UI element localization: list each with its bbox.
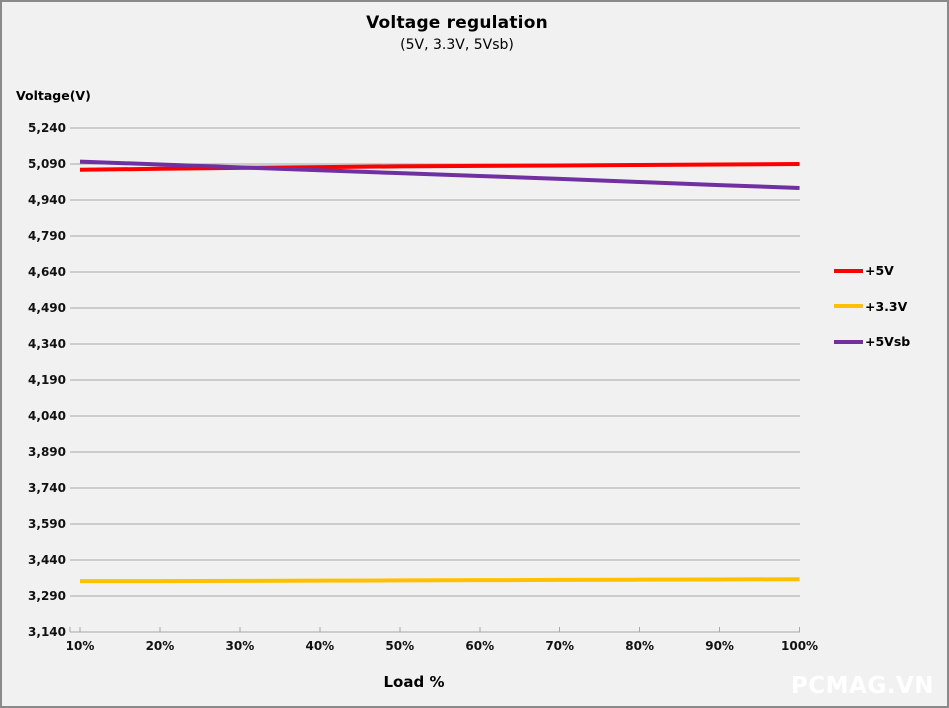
legend-label: +3.3V [865, 298, 908, 314]
x-axis-tick-label: 80% [625, 639, 654, 653]
legend-label: +5V [865, 263, 894, 279]
y-axis-tick-label: 3,440 [28, 553, 66, 567]
x-axis-title: Load % [383, 673, 445, 691]
y-axis-tick-label: 4,490 [28, 301, 66, 315]
x-axis-tick-label: 70% [545, 639, 575, 653]
y-axis-tick-label: 5,240 [28, 121, 66, 135]
y-axis-tick-label: 3,140 [28, 625, 66, 639]
y-axis-tick-label: 4,340 [28, 337, 66, 351]
y-axis-tick-label: 4,190 [28, 373, 66, 387]
x-axis-tick-label: 20% [145, 639, 175, 653]
chart-subtitle: (5V, 3.3V, 5Vsb) [400, 37, 514, 53]
series-line-5V [79, 162, 800, 172]
y-axis-tick-label: 3,740 [28, 481, 66, 495]
y-axis-tick-label: 3,890 [28, 445, 66, 459]
chart-legend: +5V +3.3V +5Vsb [834, 253, 910, 360]
y-axis-tick-label: 3,290 [28, 589, 66, 603]
x-axis-tick-label: 60% [465, 639, 495, 653]
legend-label: +5Vsb [865, 334, 911, 350]
legend-item[interactable]: +5Vsb [834, 324, 910, 360]
watermark-text: PCMAG.VN [790, 673, 934, 699]
x-axis-tick-label: 40% [305, 639, 335, 653]
y-axis-tick-label: 4,790 [28, 229, 66, 243]
series-line-3.3V [80, 577, 800, 584]
x-axis-tick-label: 50% [385, 639, 415, 653]
x-axis-tick-label: 90% [705, 639, 734, 653]
x-axis-tick-label: 30% [225, 639, 255, 653]
y-axis-title: Voltage(V) [16, 88, 91, 103]
legend-line-swatch [834, 339, 863, 344]
y-axis-tick-label: 5,090 [28, 157, 66, 171]
chart-title: Voltage regulation [366, 13, 548, 33]
y-axis-tick-label: 4,640 [28, 265, 66, 279]
legend-line-swatch [834, 304, 863, 309]
legend-item[interactable]: +5V [834, 253, 910, 289]
legend-item[interactable]: +3.3V [834, 289, 910, 325]
x-axis-tick-label: 10% [65, 639, 95, 653]
y-axis-tick-label: 3,590 [28, 517, 66, 531]
y-axis-tick-label: 4,940 [28, 193, 66, 207]
legend-line-swatch [834, 268, 863, 273]
x-axis-tick-label: 100% [781, 639, 819, 653]
y-axis-tick-label: 4,040 [28, 409, 66, 423]
series-line-5Vsb [79, 159, 800, 190]
